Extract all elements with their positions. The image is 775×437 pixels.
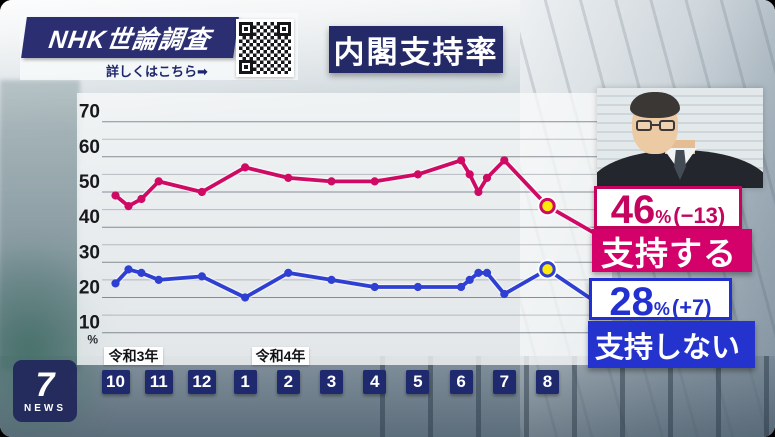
page-title: 内閣支持率 <box>329 26 503 73</box>
news7-logo: 7 NEWS <box>13 360 77 422</box>
month-label: 8 <box>536 370 559 394</box>
month-label: 10 <box>101 370 130 394</box>
era-label-reiwa3: 令和3年 <box>104 347 163 365</box>
approve-value-box: 46% (−13) <box>594 186 742 232</box>
glasses-bridge <box>651 124 660 126</box>
disapprove-label-box: 支持しない <box>588 321 755 368</box>
nhk-poll-banner-text: NHK世論調査 <box>47 25 213 54</box>
disapprove-value-box: 28% (+7) <box>589 278 732 324</box>
qr-finder-bottom-left <box>239 60 253 74</box>
disapprove-unit: % <box>653 299 670 319</box>
qr-code-icon <box>236 19 294 77</box>
pm-kishida-photo <box>597 88 763 188</box>
month-label: 1 <box>233 370 257 394</box>
month-axis: 10 11 12 1 2 3 4 5 6 7 8 <box>0 370 775 396</box>
chart-panel <box>77 93 612 365</box>
news7-logo-text: NEWS <box>24 403 66 414</box>
qr-finder-top-right <box>277 22 291 36</box>
qr-finder-top-left <box>239 22 253 36</box>
nhk-poll-banner: NHK世論調査 <box>21 17 239 58</box>
details-link-text: 詳しくはこちら➡ <box>106 64 208 79</box>
approve-value: 46 <box>610 188 656 232</box>
qr-pattern <box>239 22 291 74</box>
hair-shape <box>630 92 680 118</box>
approve-label-box: 支持する <box>592 229 752 272</box>
disapprove-value: 28 <box>609 280 654 324</box>
month-label: 6 <box>449 370 473 394</box>
month-label: 12 <box>187 370 216 394</box>
disapprove-change: (+7) <box>671 295 712 320</box>
approve-unit: % <box>655 207 672 227</box>
glasses-right-lens <box>659 120 675 131</box>
background-bottom-band <box>0 356 775 437</box>
month-label: 5 <box>406 370 430 394</box>
month-label: 2 <box>276 370 300 394</box>
background-window-mullions <box>380 356 775 437</box>
tie-shape <box>674 150 686 180</box>
era-label-reiwa4: 令和4年 <box>252 347 309 365</box>
month-label: 7 <box>492 370 516 394</box>
month-label: 11 <box>144 370 173 394</box>
month-label: 3 <box>320 370 343 394</box>
approve-change: (−13) <box>673 203 726 228</box>
news7-logo-number: 7 <box>35 366 55 404</box>
month-label: 4 <box>363 370 387 394</box>
glasses-left-lens <box>636 120 652 131</box>
